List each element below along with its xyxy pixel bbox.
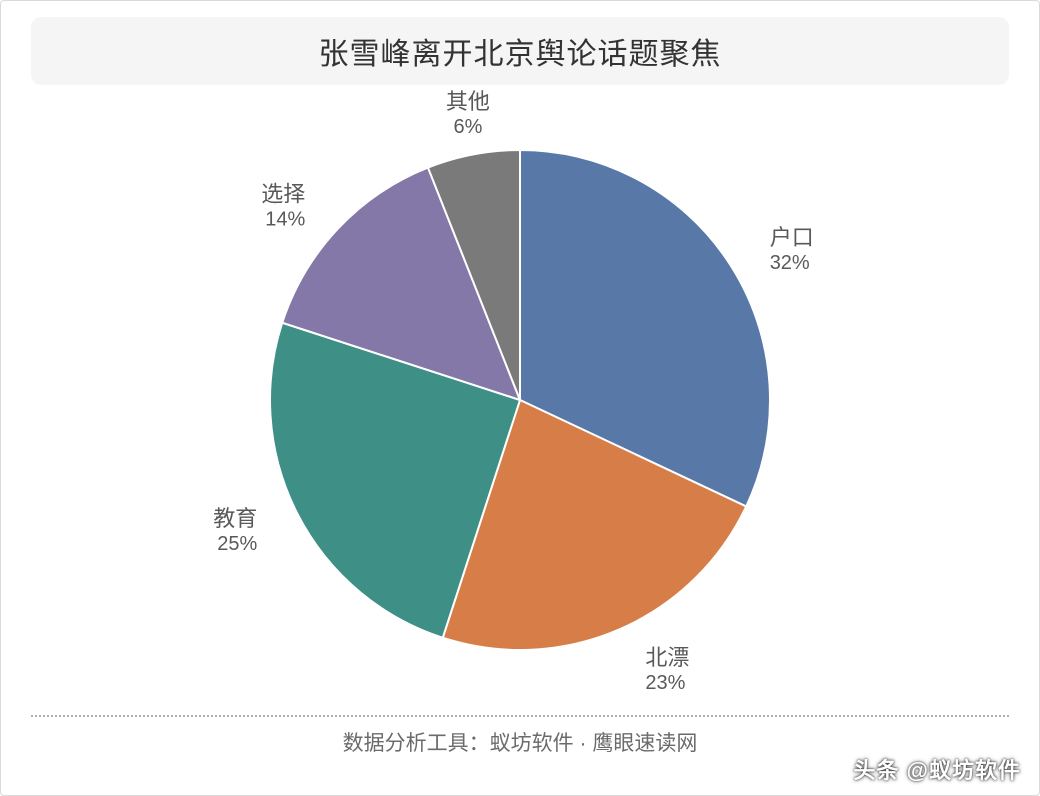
slice-label-group: 其他6%: [446, 89, 490, 138]
pie-chart: 户口32%北漂23%教育25%选择14%其他6%: [1, 101, 1039, 699]
watermark: 头条 @蚁坊软件: [853, 753, 1021, 785]
slice-label: 教育: [213, 506, 257, 531]
slice-label-group: 北漂23%: [645, 645, 689, 694]
slice-label-group: 户口32%: [770, 225, 814, 274]
slice-label: 北漂: [645, 645, 689, 670]
slice-percent: 32%: [770, 252, 810, 274]
slice-label-group: 教育25%: [213, 506, 257, 555]
slice-percent: 23%: [645, 672, 685, 694]
slice-percent: 6%: [453, 116, 482, 138]
slice-label: 户口: [770, 225, 814, 250]
chart-card: 张雪峰离开北京舆论话题聚焦 户口32%北漂23%教育25%选择14%其他6% 数…: [0, 0, 1040, 796]
slice-label: 选择: [261, 182, 305, 207]
pie-svg: 户口32%北漂23%教育25%选择14%其他6%: [140, 100, 900, 700]
title-bar: 张雪峰离开北京舆论话题聚焦: [31, 17, 1009, 85]
slice-percent: 25%: [217, 533, 257, 555]
chart-title: 张雪峰离开北京舆论话题聚焦: [319, 29, 722, 73]
slice-label-group: 选择14%: [261, 182, 305, 231]
slice-percent: 14%: [265, 209, 305, 231]
footer-separator: [31, 715, 1009, 717]
slice-label: 其他: [446, 89, 490, 114]
